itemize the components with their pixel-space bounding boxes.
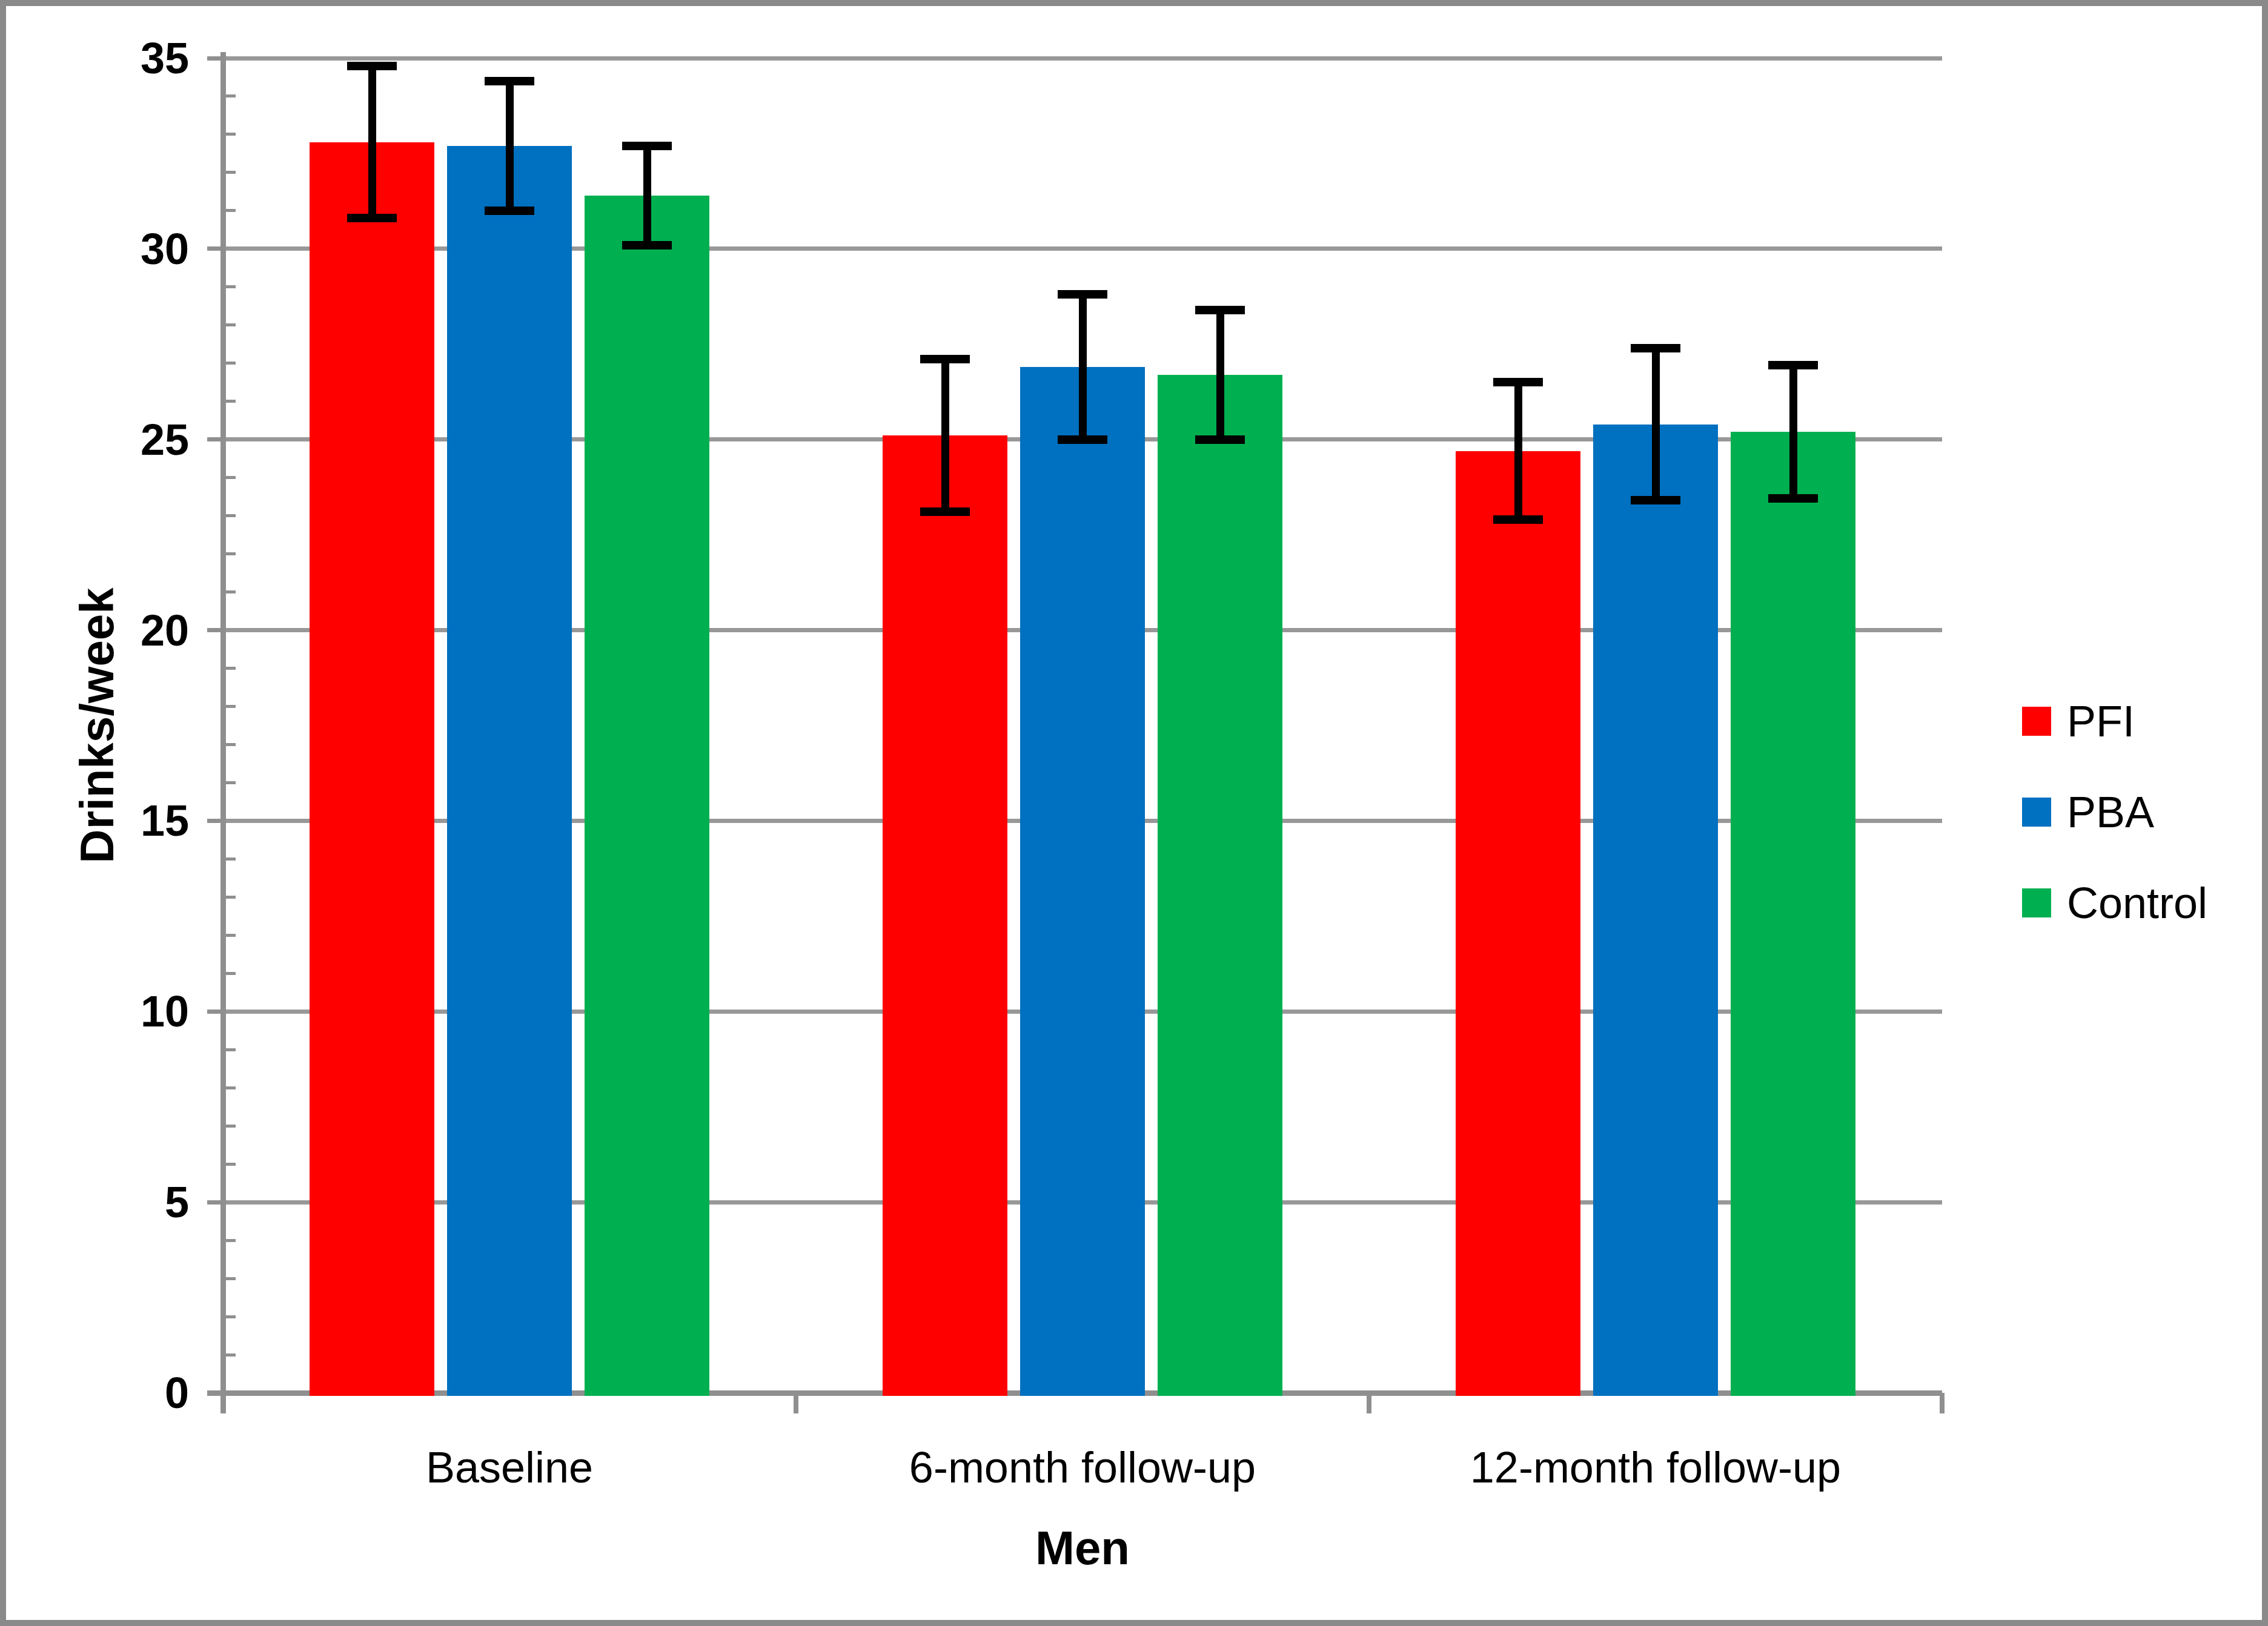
bar-PFI	[1456, 451, 1580, 1396]
bar-PFI	[310, 142, 434, 1396]
y-axis-tick-label: 10	[91, 985, 189, 1038]
y-axis-tick-label: 35	[91, 31, 189, 85]
legend-entry-pfi: PFI	[2022, 676, 2207, 767]
legend-swatch-pba	[2022, 798, 2051, 827]
bar-PBA	[447, 146, 572, 1396]
x-category-label-baseline: Baseline	[223, 1440, 796, 1495]
bar-chart-plot	[6, 6, 2262, 1620]
legend-swatch-control	[2022, 888, 2051, 917]
legend-entry-control: Control	[2022, 858, 2207, 948]
bar-PBA	[1020, 367, 1145, 1396]
y-axis-title: Drinks/week	[70, 587, 125, 863]
x-axis-title: Men	[223, 1519, 1942, 1577]
legend-entry-pba: PBA	[2022, 767, 2207, 858]
chart-frame: 05101520253035 Drinks/week Baseline 6-mo…	[0, 0, 2268, 1626]
y-axis-tick-label: 5	[91, 1175, 189, 1229]
bar-Control	[1731, 432, 1855, 1396]
bar-PFI	[883, 435, 1007, 1396]
y-axis-tick-label: 25	[91, 413, 189, 466]
legend-label-control: Control	[2067, 878, 2207, 928]
x-category-label-12-month: 12-month follow-up	[1369, 1440, 1942, 1495]
legend-label-pba: PBA	[2067, 787, 2154, 837]
y-axis-tick-label: 0	[91, 1366, 189, 1419]
x-category-label-6-month: 6-month follow-up	[796, 1440, 1369, 1495]
y-axis-tick-label: 30	[91, 222, 189, 276]
legend: PFI PBA Control	[2022, 676, 2207, 948]
legend-swatch-pfi	[2022, 707, 2051, 736]
bar-Control	[1158, 375, 1282, 1396]
legend-label-pfi: PFI	[2067, 696, 2135, 746]
bar-Control	[585, 196, 709, 1396]
bar-PBA	[1593, 425, 1718, 1396]
